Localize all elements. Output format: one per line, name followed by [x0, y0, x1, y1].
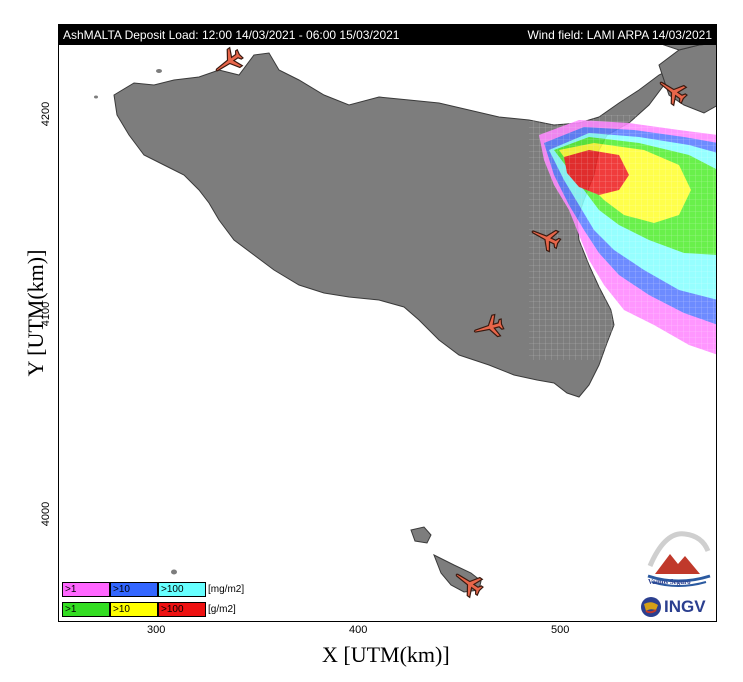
legend-swatch: >1 — [62, 602, 110, 617]
ingv-logo: INGV — [640, 596, 706, 618]
island-linosa — [171, 569, 177, 575]
calabria-landmass — [658, 42, 716, 114]
wind-field-title: Wind field: LAMI ARPA 14/03/2021 — [527, 28, 712, 42]
legend-swatch: >1 — [62, 582, 110, 597]
title-bar: AshMALTA Deposit Load: 12:00 14/03/2021 … — [59, 25, 716, 45]
map-frame: AshMALTA Deposit Load: 12:00 14/03/2021 … — [58, 24, 717, 622]
legend-swatch: >100 — [158, 582, 206, 597]
ingv-text: INGV — [664, 597, 706, 616]
x-axis-title: X [UTM(km)] — [322, 642, 450, 667]
legend-swatch: >100 — [158, 602, 206, 617]
y-tick-label: 4200 — [40, 101, 53, 127]
y-axis-title: Y [UTM(km)] — [23, 249, 48, 377]
map-canvas — [94, 25, 716, 601]
ash-deposit-plume — [529, 115, 716, 360]
legend-unit: [mg/m2] — [208, 584, 245, 595]
legend-swatch: >10 — [110, 602, 158, 617]
x-tick-label: 300 — [147, 624, 166, 636]
legend: >1 >10 >100 [mg/m2] >1 >10 >100 [g/m2] — [62, 581, 244, 621]
island-north — [94, 95, 98, 99]
legend-row-g: >1 >10 >100 [g/m2] — [62, 601, 244, 618]
deposit-load-title: AshMALTA Deposit Load: 12:00 14/03/2021 … — [63, 28, 400, 42]
gozo-landmass — [410, 526, 432, 544]
ingv-globe-icon — [641, 597, 661, 617]
vamos-seguro-logo: Vamos Seguro — [640, 526, 716, 592]
vamos-seguro-text: Vamos Seguro — [648, 578, 691, 586]
y-tick-label: 4000 — [40, 501, 53, 527]
legend-swatch: >10 — [110, 582, 158, 597]
x-tick-label: 500 — [551, 624, 570, 636]
legend-row-mg: >1 >10 >100 [mg/m2] — [62, 581, 244, 598]
island-ustica — [156, 69, 162, 73]
legend-unit: [g/m2] — [208, 604, 236, 615]
x-tick-label: 400 — [349, 624, 368, 636]
